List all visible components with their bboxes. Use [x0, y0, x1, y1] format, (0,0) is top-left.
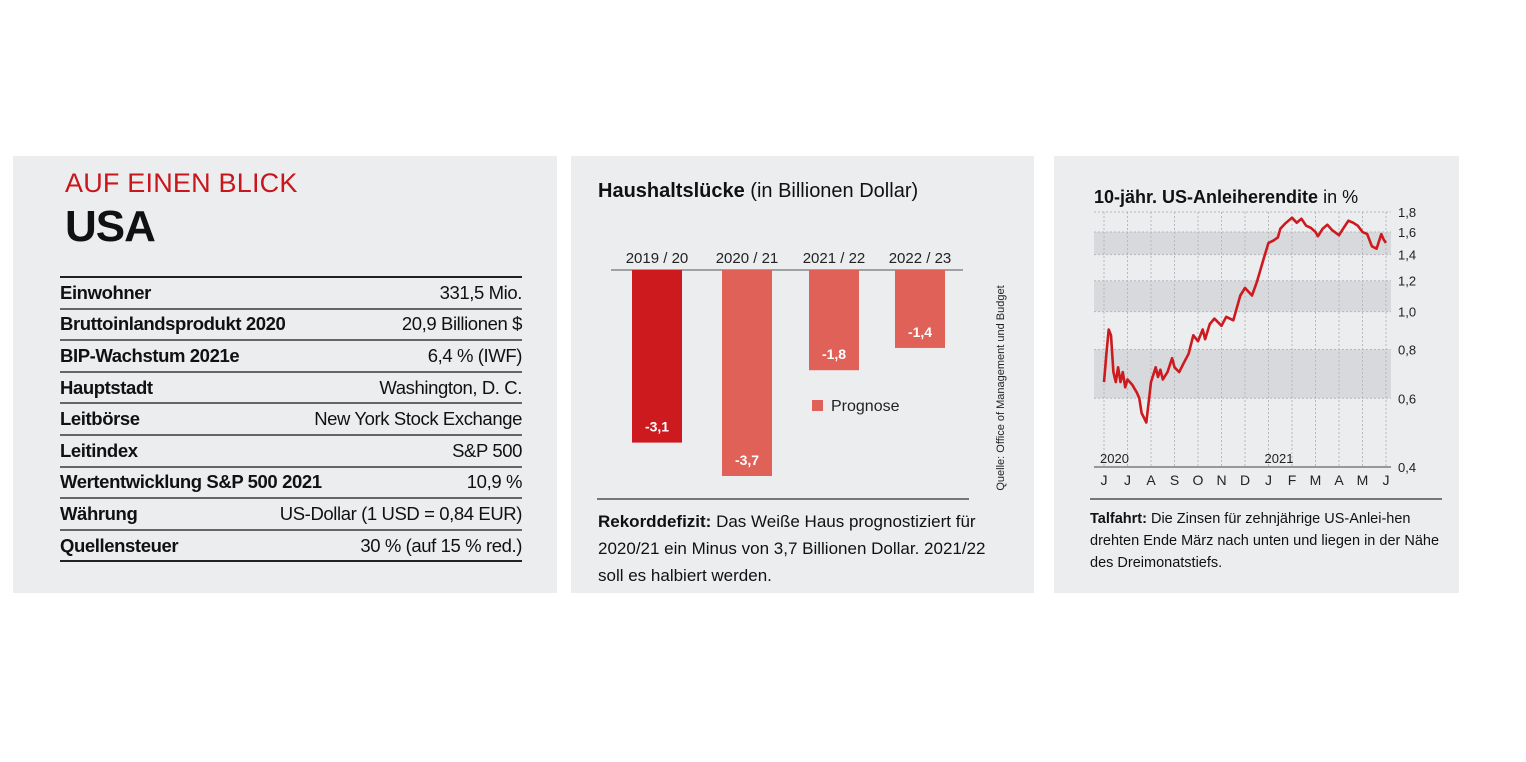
x-month-label: S: [1170, 472, 1179, 488]
fact-value: New York Stock Exchange: [314, 408, 522, 430]
x-month-label: A: [1146, 472, 1156, 488]
fact-value: 10,9 %: [466, 471, 523, 493]
fact-row: Wertentwicklung S&P 500 2021 10,9 %: [60, 468, 522, 500]
fact-row: Bruttoinlandsprodukt 2020 20,9 Billionen …: [60, 310, 522, 342]
yield-divider: [1090, 498, 1442, 500]
bar: [722, 270, 772, 476]
country-title: USA: [65, 202, 156, 251]
x-month-label: M: [1310, 472, 1322, 488]
y-tick-label: 1,4: [1398, 248, 1416, 263]
fact-label: Einwohner: [60, 281, 151, 303]
fact-label: Währung: [60, 502, 138, 524]
yield-series-line: [1102, 216, 1388, 424]
budget-chart: Quelle: Office of Management und Budget …: [611, 250, 1007, 491]
source-note: Quelle: Office of Management und Budget: [995, 285, 1007, 490]
x-year-label: 2020: [1100, 451, 1129, 466]
legend-swatch: [812, 400, 823, 411]
legend-label: Prognose: [831, 398, 900, 415]
category-label: 2020 / 21: [716, 250, 779, 267]
grid-band: [1094, 231, 1391, 255]
fact-label: BIP-Wachstum 2021e: [60, 344, 240, 366]
x-year-label: 2021: [1265, 451, 1294, 466]
budget-divider: [597, 498, 969, 500]
x-month-label: J: [1383, 472, 1390, 488]
y-tick-label: 1,2: [1398, 274, 1416, 289]
grid-band: [1094, 349, 1391, 399]
x-month-label: J: [1124, 472, 1131, 488]
category-label: 2019 / 20: [626, 250, 689, 267]
bar-value-label: -1,8: [822, 346, 846, 362]
fact-label: Leitbörse: [60, 408, 140, 430]
fact-label: Hauptstadt: [60, 376, 153, 398]
x-month-label: O: [1193, 472, 1204, 488]
fact-value: 20,9 Billionen $: [401, 313, 523, 335]
fact-value: 6,4 % (IWF): [427, 344, 523, 366]
y-tick-label: 0,6: [1398, 391, 1416, 406]
fact-row: BIP-Wachstum 2021e 6,4 % (IWF): [60, 341, 522, 373]
bar: [895, 270, 945, 348]
x-month-label: M: [1357, 472, 1369, 488]
fact-row: Leitindex S&P 500: [60, 436, 522, 468]
yield-panel: 10-jähr. US-Anleiherendite in % 0,4 0,6 0,…: [1054, 156, 1459, 593]
fact-row: Hauptstadt Washington, D. C.: [60, 373, 522, 405]
yield-caption: Talfahrt: Die Zinsen für zehnjährige US-…: [1090, 511, 1440, 571]
x-month-label: D: [1240, 472, 1250, 488]
y-tick-label: 0,4: [1398, 460, 1416, 475]
y-tick-label: 0,8: [1398, 342, 1416, 357]
fact-row: Währung US-Dollar (1 USD = 0,84 EUR): [60, 499, 522, 531]
fact-label: Bruttoinlandsprodukt 2020: [60, 313, 286, 335]
y-tick-label: 1,6: [1398, 225, 1416, 240]
x-month-label: F: [1288, 472, 1297, 488]
fact-label: Quellensteuer: [60, 534, 179, 556]
budget-panel: Haushaltslücke (in Billionen Dollar) Que…: [571, 156, 1034, 593]
category-label: 2022 / 23: [889, 250, 952, 267]
fact-value: S&P 500: [452, 439, 522, 461]
budget-caption: Rekorddefizit: Das Weiße Haus prognostiz…: [598, 512, 986, 585]
fact-row: Leitbörse New York Stock Exchange: [60, 404, 522, 436]
bar: [809, 270, 859, 371]
x-month-label: A: [1334, 472, 1344, 488]
fact-label: Wertentwicklung S&P 500 2021: [60, 471, 322, 493]
fact-value: Washington, D. C.: [379, 376, 522, 398]
yield-chart-title: 10-jähr. US-Anleiherendite in %: [1094, 187, 1359, 207]
x-month-label: N: [1216, 472, 1226, 488]
grid-band: [1094, 280, 1391, 312]
x-month-label: J: [1265, 472, 1272, 488]
fact-value: 331,5 Mio.: [439, 281, 523, 303]
bar-value-label: -3,7: [735, 452, 759, 468]
fact-label: Leitindex: [60, 439, 138, 461]
yield-chart: 0,40,60,81,01,21,41,61,8J J A S O N D J F M A M J202…: [1094, 205, 1416, 488]
y-tick-label: 1,8: [1398, 205, 1416, 220]
fact-row: Einwohner 331,5 Mio.: [60, 278, 522, 310]
bar-value-label: -3,1: [645, 419, 669, 435]
x-month-label: J: [1101, 472, 1108, 488]
fact-value: 30 % (auf 15 % red.): [360, 534, 522, 556]
bar-value-label: -1,4: [908, 324, 932, 340]
facts-table: Einwohner 331,5 Mio. Bruttoinlandsprodukt …: [60, 276, 522, 563]
bar: [632, 270, 682, 443]
facts-panel: AUF EINEN BLICK USA Einwohner 331,5 Mio. B…: [13, 156, 557, 593]
y-tick-label: 1,0: [1398, 305, 1416, 320]
fact-value: US-Dollar (1 USD = 0,84 EUR): [279, 502, 523, 524]
budget-chart-title: Haushaltslücke (in Billionen Dollar): [598, 180, 919, 202]
panel-kicker: AUF EINEN BLICK: [65, 168, 298, 198]
fact-row: Quellensteuer 30 % (auf 15 % red.): [60, 531, 522, 563]
category-label: 2021 / 22: [803, 250, 866, 267]
